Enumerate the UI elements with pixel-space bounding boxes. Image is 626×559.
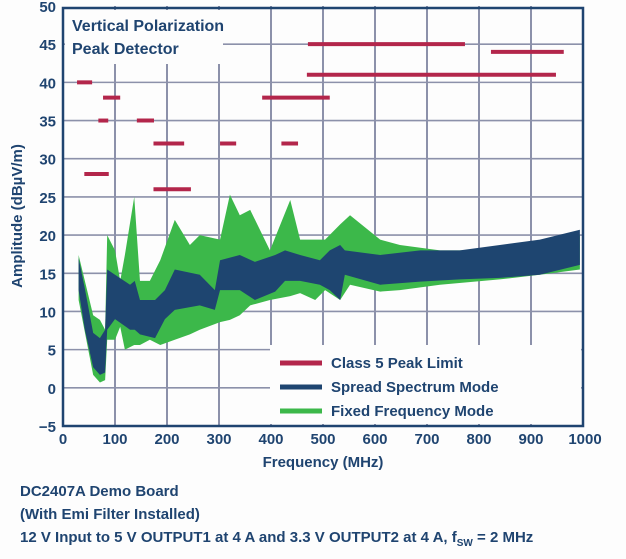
y-axis-label: Amplitude (dBµV/m)	[9, 144, 26, 288]
x-tick-label: 1000	[568, 431, 601, 448]
x-tick-label: 600	[362, 431, 387, 448]
x-tick-label: 900	[518, 431, 543, 448]
y-tick-label: 10	[39, 304, 56, 321]
chart-title-line: Peak Detector	[72, 41, 179, 58]
y-tick-label: 25	[39, 190, 56, 207]
y-tick-label: 5	[48, 343, 56, 360]
y-tick-label: 50	[39, 0, 56, 16]
footer-line-3-sub: SW	[456, 538, 473, 549]
legend-fixed-frequency-label: Fixed Frequency Mode	[331, 403, 494, 420]
y-tick-label: 40	[39, 75, 56, 92]
x-tick-label: 700	[414, 431, 439, 448]
x-tick-label: 200	[154, 431, 179, 448]
legend-spread-spectrum-label: Spread Spectrum Mode	[331, 379, 499, 396]
plot-frame	[61, 6, 585, 428]
y-tick-label: 45	[39, 37, 56, 54]
x-tick-label: 300	[206, 431, 231, 448]
x-tick-label: 0	[59, 431, 67, 448]
footer-line-3-tail: = 2 MHz	[472, 529, 534, 546]
footer-line-1: DC2407A Demo Board	[20, 483, 179, 500]
chart-title-line: Vertical Polarization	[72, 18, 224, 35]
y-tick-label: 35	[39, 114, 56, 131]
title-background	[65, 10, 223, 64]
footer-line-3-main: 12 V Input to 5 V OUTPUT1 at 4 A and 3.3…	[20, 529, 457, 546]
series-spread-spectrum-band	[78, 229, 580, 375]
x-tick-label: 500	[310, 431, 335, 448]
y-tick-label: 30	[39, 152, 56, 169]
emi-chart: Class 5 Peak Limit Spread Spectrum Mode Fi…	[9, 0, 602, 471]
x-tick-label: 800	[466, 431, 491, 448]
x-axis-label: Frequency (MHz)	[263, 454, 384, 471]
legend-class5-limit-label: Class 5 Peak Limit	[331, 355, 463, 372]
y-tick-label: 20	[39, 228, 56, 245]
y-tick-label: 15	[39, 266, 56, 283]
y-tick-label: 0	[48, 381, 56, 398]
x-tick-label: 400	[258, 431, 283, 448]
x-tick-label: 100	[102, 431, 127, 448]
y-tick-label: −5	[39, 419, 56, 436]
footer-line-2: (With Emi Filter Installed)	[20, 506, 200, 523]
footer-line-3: 12 V Input to 5 V OUTPUT1 at 4 A and 3.3…	[20, 529, 533, 549]
